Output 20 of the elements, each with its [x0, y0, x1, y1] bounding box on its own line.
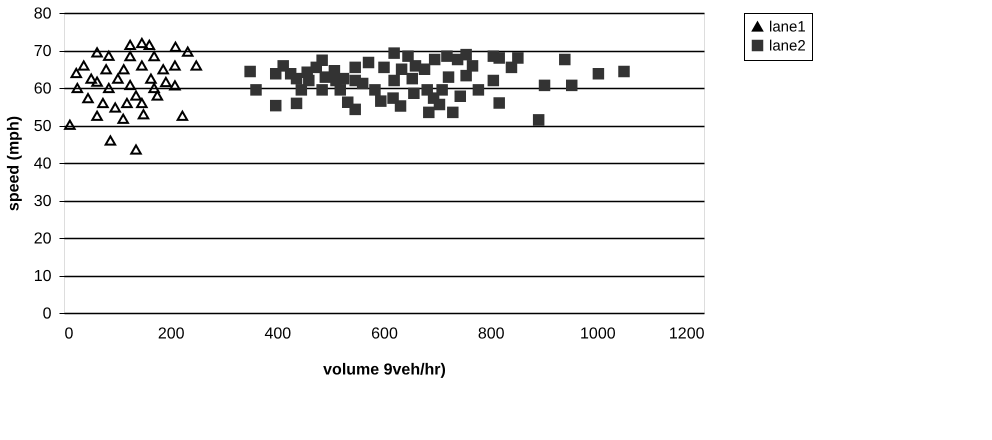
y-tick-label: 60	[34, 80, 52, 98]
y-tick-label: 30	[34, 193, 52, 210]
x-tick-label: 200	[158, 326, 185, 342]
y-tick-label: 70	[34, 43, 52, 60]
x-tick-label: 1200	[668, 326, 705, 342]
y-tick-label: 10	[34, 268, 52, 285]
legend-label: lane2	[769, 38, 806, 54]
x-tick-label: 800	[478, 326, 505, 342]
y-axis-title: speed (mph)	[6, 116, 23, 212]
x-tick-label: 0	[64, 326, 74, 342]
x-tick-label: 400	[264, 326, 292, 342]
x-tick-label: 1000	[580, 326, 616, 342]
y-tick-label: 80	[34, 6, 52, 22]
x-tick-label: 600	[371, 326, 398, 342]
y-tick-label: 50	[34, 118, 52, 135]
x-axis-title: volume 9veh/hr)	[323, 362, 446, 378]
legend-label: lane1	[769, 18, 806, 36]
y-tick-label: 0	[42, 306, 52, 322]
y-tick-label: 20	[34, 230, 52, 248]
y-tick-label: 40	[34, 156, 52, 172]
